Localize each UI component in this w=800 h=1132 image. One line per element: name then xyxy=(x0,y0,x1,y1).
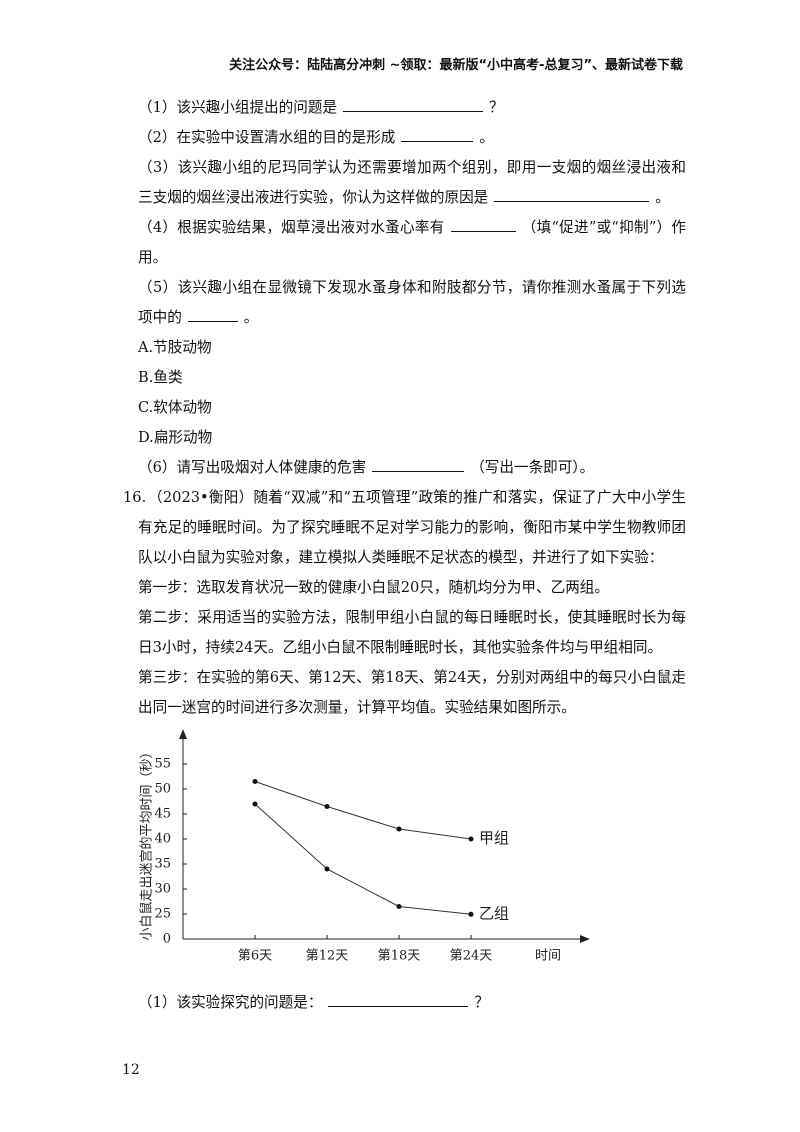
blank xyxy=(343,96,484,112)
y-tick-label: 50 xyxy=(154,782,171,797)
text: （填“促进”或“抑制”）作用。 xyxy=(138,219,686,266)
series-label: 乙组 xyxy=(479,904,509,922)
data-point xyxy=(396,904,402,909)
paragraph: （3）该兴趣小组的尼玛同学认为还需要增加两个组别，即用一支烟的烟丝浸出液和三支烟… xyxy=(138,153,686,213)
data-point xyxy=(324,866,330,872)
blank xyxy=(372,456,465,472)
paragraph: （4）根据实验结果，烟草浸出液对水蚤心率有 （填“促进”或“抑制”）作用。 xyxy=(138,213,686,273)
paragraph: （5）该兴趣小组在显微镜下发现水蚤身体和附肢都分节，请你推测水蚤属于下列选项中的… xyxy=(138,273,686,333)
option: B.鱼类 xyxy=(138,369,183,386)
text: （3）该兴趣小组的尼玛同学认为还需要增加两个组别，即用一支烟的烟丝浸出液和三支烟… xyxy=(138,159,686,206)
text: ？ xyxy=(489,99,504,116)
y-tick-label: 35 xyxy=(154,857,171,872)
x-axis-arrow xyxy=(580,935,590,943)
text: （1）该兴趣小组提出的问题是 xyxy=(138,99,338,116)
series-line xyxy=(254,781,472,840)
paragraph: （6）请写出吸烟对人体健康的危害 （写出一条即可）。 xyxy=(138,453,686,483)
text: （4）根据实验结果，烟草浸出液对水蚤心率有 xyxy=(138,219,445,236)
text: 。 xyxy=(655,189,670,206)
question-number: 16. xyxy=(123,489,147,506)
option: A.节肢动物 xyxy=(138,339,212,356)
data-point xyxy=(396,826,402,832)
option: C.软体动物 xyxy=(138,399,212,416)
page-number: 12 xyxy=(122,1062,140,1078)
x-tick-label: 第24天 xyxy=(450,949,493,964)
blank xyxy=(401,126,474,142)
x-tick-label: 第6天 xyxy=(238,949,272,964)
paragraph: 16. （2023•衡阳）随着“双减”和“五项管理”政策的推广和落实，保证了广大中… xyxy=(123,483,686,573)
blank xyxy=(187,306,238,322)
blank xyxy=(494,186,650,202)
text: 。 xyxy=(243,309,259,326)
question-text: （1）该兴趣小组提出的问题是？（2）在实验中设置清水组的目的是形成。（3）该兴趣… xyxy=(123,93,686,723)
data-point xyxy=(468,911,474,917)
series-line xyxy=(254,803,472,915)
option: D.扁形动物 xyxy=(138,429,213,446)
x-axis-label: 时间 xyxy=(535,949,561,964)
data-point xyxy=(252,801,258,807)
x-tick-label: 第18天 xyxy=(378,949,421,964)
text: （2）在实验中设置清水组的目的是形成 xyxy=(138,129,396,146)
text: 。 xyxy=(479,129,494,146)
y-tick-label: 40 xyxy=(154,832,171,847)
data-point xyxy=(324,804,330,809)
x-tick-label: 第12天 xyxy=(306,949,349,964)
data-point xyxy=(468,836,474,842)
series-label: 甲组 xyxy=(479,829,509,847)
y-tick-label: 30 xyxy=(154,882,171,897)
chart: 0 25 30 35 40 45 50 55 第6天 第12天 第18天 第24天 时间 小白鼠走出迷宫的… xyxy=(139,729,590,964)
header: 关注公众号：陆陆高分冲刺 ~领取：最新版“小中高考-总复习”、最新试卷下载 xyxy=(229,58,683,73)
paragraph: （1）该兴趣小组提出的问题是 ？ xyxy=(138,93,686,123)
text: （1）该实验探究的问题是： xyxy=(138,994,323,1011)
text: （写出一条即可）。 xyxy=(470,459,595,476)
paragraph: （1）该实验探究的问题是： ？ xyxy=(138,988,686,1018)
data-point xyxy=(252,779,258,784)
step: 第一步：选取发育状况一致的健康小白鼠20只，随机均分为甲、乙两组。 xyxy=(138,579,609,596)
text: （2023•衡阳）随着“双减”和“五项管理”政策的推广和落实，保证了广大中小学生… xyxy=(138,489,686,566)
text: （5）该兴趣小组在显微镜下发现水蚤身体和附肢都分节，请你推测水蚤属于下列选项中的 xyxy=(138,279,686,326)
blank xyxy=(450,216,516,232)
step: 第三步：在实验的第6天、第12天、第18天、第24天，分别对两组中的每只小白鼠走… xyxy=(138,669,686,716)
y-tick-label: 25 xyxy=(154,907,171,922)
question-16-parts: （1）该实验探究的问题是： ？ xyxy=(138,988,686,1018)
y-tick-label: 0 xyxy=(163,932,171,947)
step: 第二步：采用适当的实验方法，限制甲组小白鼠的每日睡眠时长，使其睡眠时长为每日3小… xyxy=(138,609,686,656)
text: （6）请写出吸烟对人体健康的危害 xyxy=(138,459,367,476)
y-axis-label: 小白鼠走出迷宫的平均时间（秒） xyxy=(139,745,155,940)
text: ？ xyxy=(474,994,490,1011)
y-tick-label: 45 xyxy=(154,807,171,822)
paragraph: （2）在实验中设置清水组的目的是形成 。 xyxy=(138,123,686,153)
blank xyxy=(328,991,469,1007)
y-axis-arrow xyxy=(179,729,187,739)
y-tick-label: 55 xyxy=(154,757,171,772)
